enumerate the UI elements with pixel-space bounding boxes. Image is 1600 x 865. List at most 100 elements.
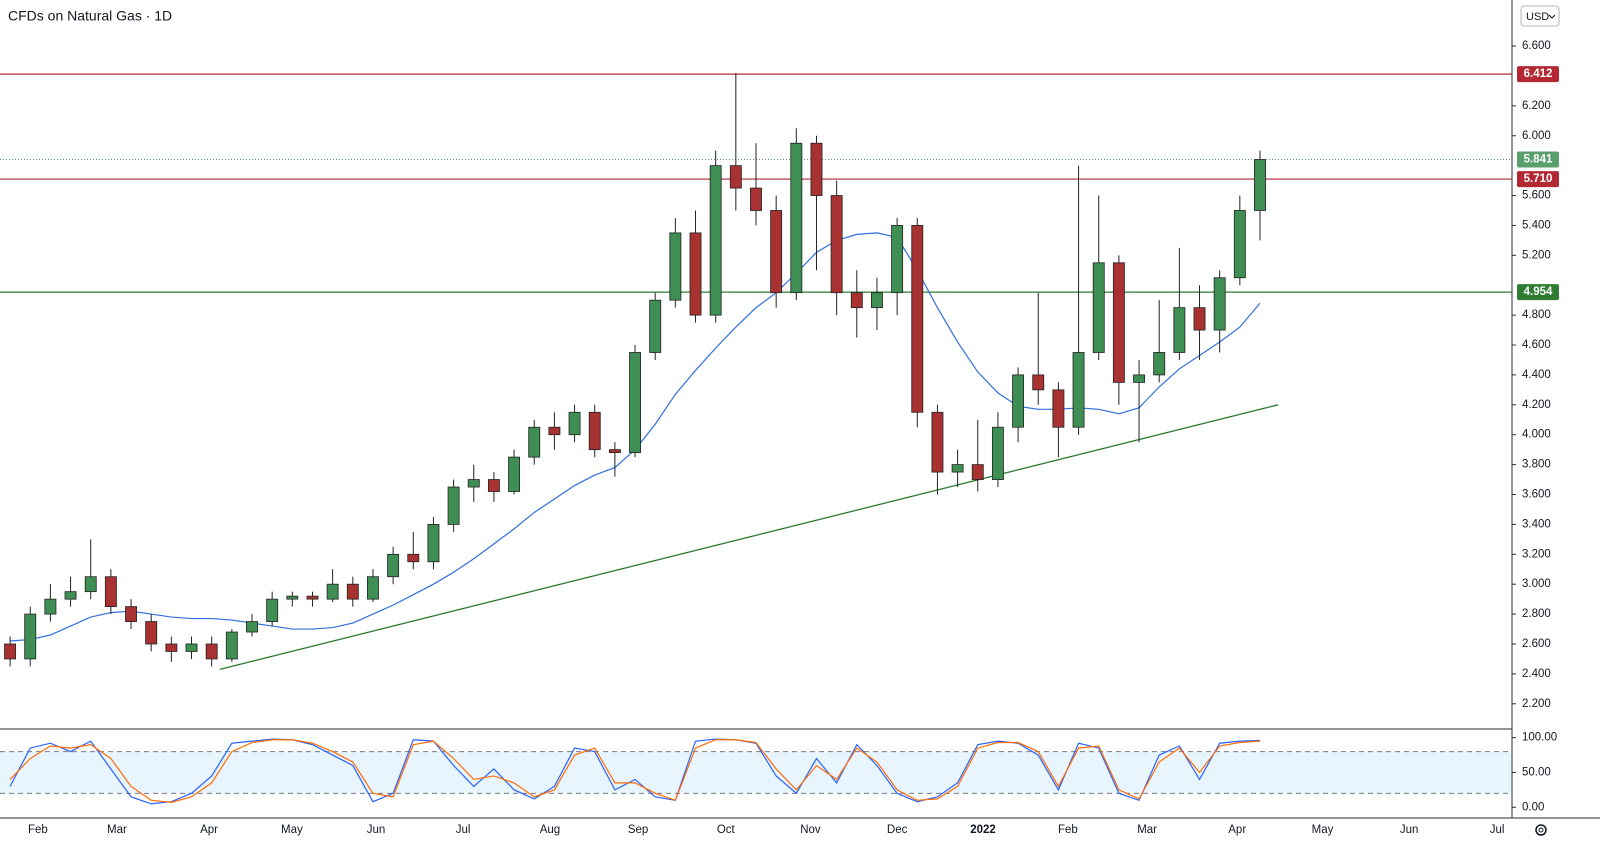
candle-body bbox=[145, 621, 158, 645]
candle-body bbox=[810, 142, 823, 196]
price-tag bbox=[1517, 66, 1559, 83]
candle-body bbox=[246, 621, 258, 633]
candle-body bbox=[891, 225, 904, 294]
x-tick-label: May bbox=[1312, 824, 1334, 836]
y-tick-label: 2.800 bbox=[1522, 608, 1551, 620]
candle-body bbox=[407, 553, 420, 563]
plot bbox=[0, 72, 1512, 671]
band-fill bbox=[0, 751, 1512, 794]
candle-body bbox=[1032, 374, 1045, 391]
candle-body bbox=[1254, 159, 1266, 211]
y-tick-label: 4.200 bbox=[1522, 399, 1551, 411]
price-tag bbox=[1517, 151, 1559, 168]
y-tick-label: 3.400 bbox=[1522, 518, 1551, 530]
candle-body bbox=[971, 464, 984, 480]
candle-body bbox=[770, 210, 783, 294]
candle-body bbox=[125, 606, 137, 622]
candle-body bbox=[991, 426, 1004, 480]
candle-body bbox=[1233, 210, 1246, 279]
candle-body bbox=[528, 426, 541, 458]
y-tick-label: 6.600 bbox=[1522, 40, 1551, 52]
candle-body bbox=[750, 187, 762, 211]
currency-button[interactable]: USD bbox=[1520, 5, 1560, 27]
y-tick-label: 4.800 bbox=[1522, 309, 1551, 321]
candle-body bbox=[568, 411, 581, 436]
x-tick-label: Jul bbox=[1490, 824, 1505, 836]
candle-body bbox=[367, 576, 379, 600]
candle-body bbox=[931, 411, 944, 473]
x-tick-label: Apr bbox=[200, 824, 218, 836]
chart-title: CFDs on Natural Gas · 1D bbox=[8, 8, 172, 24]
oscillator-line bbox=[9, 739, 1261, 803]
price-tag-label: 6.412 bbox=[1524, 68, 1553, 80]
candle-body bbox=[487, 479, 500, 492]
y-tick-label: 4.400 bbox=[1522, 369, 1551, 381]
price-tag bbox=[1517, 171, 1559, 188]
candle-body bbox=[24, 613, 37, 660]
x-tick-label: May bbox=[281, 824, 303, 836]
x-tick-label: Feb bbox=[1058, 824, 1078, 836]
candle-body bbox=[790, 142, 803, 294]
candle-body bbox=[467, 479, 480, 488]
candle-body bbox=[1092, 262, 1105, 353]
candle-body bbox=[709, 165, 722, 316]
price-tag-label: 5.710 bbox=[1524, 173, 1553, 185]
candle-body bbox=[1012, 374, 1025, 428]
x-tick-label: Apr bbox=[1228, 824, 1246, 836]
candle-body bbox=[629, 352, 641, 454]
gear-hub[interactable] bbox=[1538, 827, 1544, 833]
currency-label[interactable]: USD bbox=[1526, 11, 1549, 23]
candle-body bbox=[729, 165, 742, 189]
oscillator-pane: 0.00 50.00 100.00 bbox=[0, 732, 1557, 813]
candle-body bbox=[326, 583, 339, 600]
candle-body bbox=[1072, 352, 1085, 428]
candle-body bbox=[185, 643, 198, 652]
gear[interactable] bbox=[1535, 824, 1547, 836]
price-pane: 2.200 2.400 2.600 2.800 3.000 3.200 3.400 3.600… bbox=[0, 40, 1559, 710]
currency-box[interactable] bbox=[1520, 5, 1560, 27]
candle-body bbox=[306, 595, 319, 600]
candle-body bbox=[104, 576, 117, 608]
price-tag bbox=[1517, 284, 1559, 301]
y-tick-label: 2.200 bbox=[1522, 698, 1551, 710]
y-tick-label: 4.000 bbox=[1522, 429, 1551, 441]
candle-body bbox=[850, 292, 863, 309]
candle-body bbox=[608, 449, 621, 454]
candle-body bbox=[84, 576, 97, 593]
candle-body bbox=[427, 523, 440, 563]
candle-body bbox=[951, 464, 964, 473]
candle-body bbox=[1153, 352, 1166, 376]
y-tick-label: 0.00 bbox=[1522, 801, 1544, 813]
y-tick-label: 5.400 bbox=[1522, 219, 1551, 231]
candle-body bbox=[64, 591, 77, 600]
x-tick-label: Feb bbox=[28, 824, 48, 836]
x-tick-label: Sep bbox=[628, 824, 648, 836]
candle-body bbox=[165, 643, 178, 652]
y-tick-label: 5.200 bbox=[1522, 249, 1551, 261]
y-tick-label: 2.600 bbox=[1522, 638, 1551, 650]
candle-body bbox=[911, 225, 924, 413]
candle-body bbox=[689, 232, 702, 316]
x-tick-label: Aug bbox=[540, 824, 560, 836]
candle-body bbox=[4, 643, 17, 660]
y-tick-label: 6.000 bbox=[1522, 130, 1551, 142]
x-tick-label: Jun bbox=[1400, 824, 1419, 836]
candle-body bbox=[225, 631, 238, 660]
candle-body bbox=[1193, 307, 1206, 331]
candle-body bbox=[44, 598, 57, 615]
candle-body bbox=[830, 195, 843, 294]
y-tick-label: 3.200 bbox=[1522, 548, 1551, 560]
candle-body bbox=[1173, 307, 1186, 353]
candle-body bbox=[1133, 374, 1145, 383]
chevron[interactable] bbox=[1548, 14, 1556, 19]
y-tick-label: 100.00 bbox=[1522, 732, 1557, 744]
settings-button[interactable] bbox=[1535, 824, 1547, 836]
x-tick-label: Mar bbox=[1137, 824, 1157, 836]
candle-body bbox=[387, 553, 400, 578]
price-tag-label: 4.954 bbox=[1524, 286, 1553, 298]
x-tick-label: Jun bbox=[367, 824, 386, 836]
y-tick-label: 3.000 bbox=[1522, 578, 1551, 590]
y-tick-label: 5.600 bbox=[1522, 190, 1551, 202]
